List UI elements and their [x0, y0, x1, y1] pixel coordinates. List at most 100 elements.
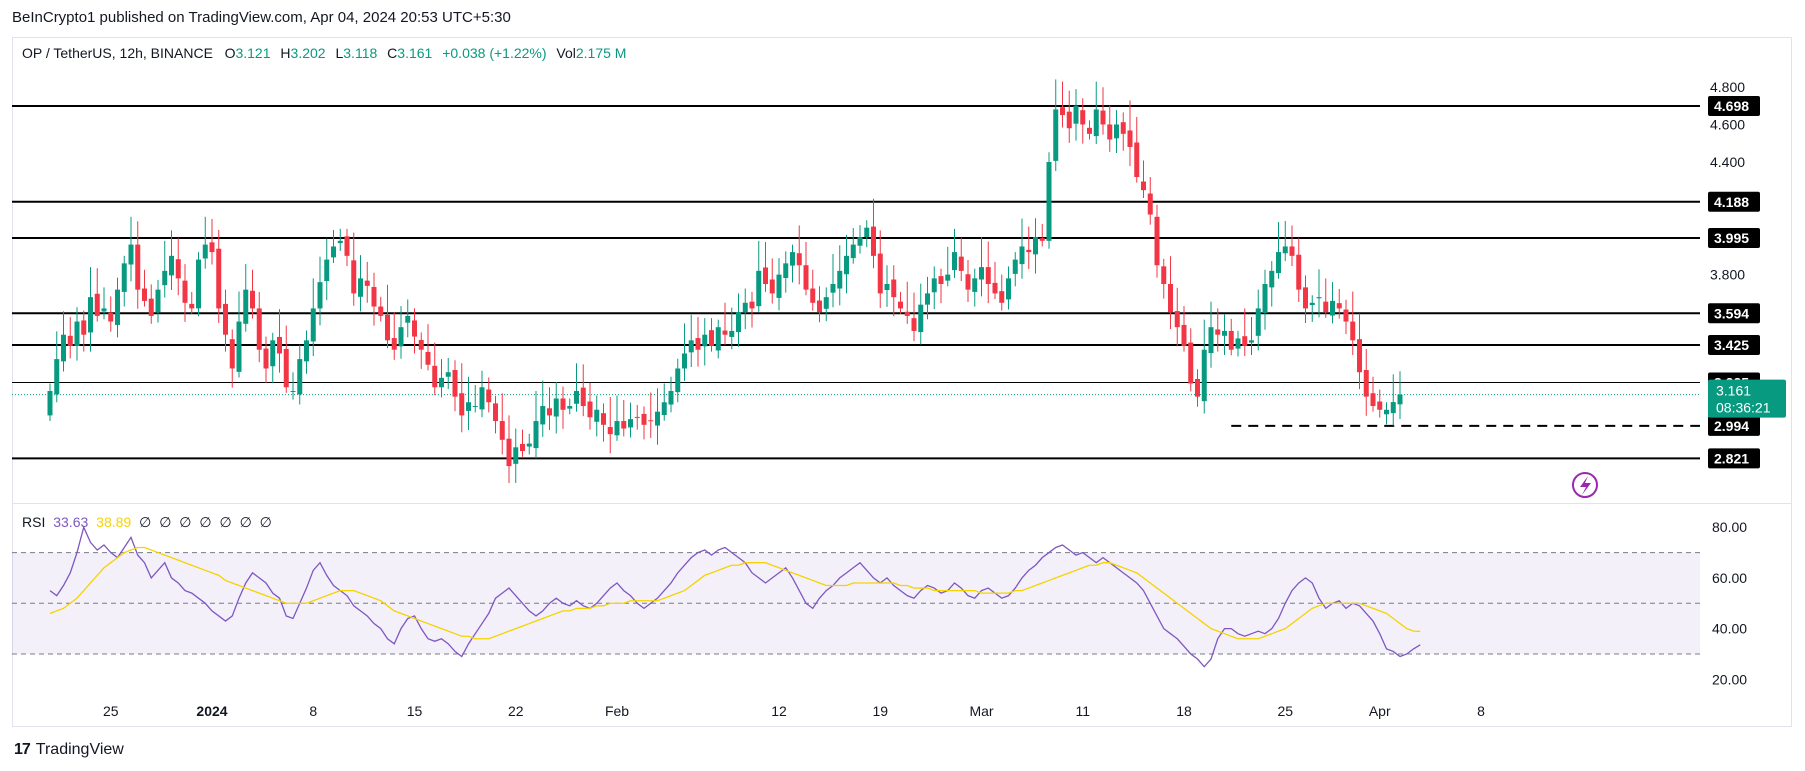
candle-body: [1195, 378, 1200, 397]
candle-body: [952, 252, 957, 271]
candle-body: [790, 252, 795, 266]
candle-body: [1330, 300, 1335, 316]
candle-body: [1147, 193, 1153, 215]
rsi-empty-value: ∅: [139, 514, 152, 530]
candle-body: [1289, 246, 1295, 256]
candle-body: [169, 255, 174, 276]
rsi-axis-label: 40.00: [1712, 621, 1747, 637]
candle-body: [634, 416, 640, 418]
candle-body: [567, 406, 573, 409]
candle-body: [628, 419, 633, 428]
candle-body: [661, 402, 667, 416]
candle-body: [1276, 252, 1281, 274]
high-value: 3.202: [290, 45, 326, 61]
candle-body: [729, 330, 735, 337]
candle-body: [1242, 336, 1248, 346]
level-badge-label: 3.594: [1714, 305, 1749, 321]
candle-body: [506, 438, 512, 467]
candle-body: [742, 302, 748, 313]
vol-value: 2.175 M: [575, 45, 627, 61]
candle-body: [1100, 110, 1106, 125]
footer-brand: TradingView: [35, 741, 124, 758]
candle-body: [1336, 303, 1342, 309]
symbol-name[interactable]: OP / TetherUS, 12h, BINANCE: [22, 45, 213, 61]
candle-body: [614, 421, 620, 436]
candle-body: [344, 236, 350, 256]
candle-body: [202, 244, 208, 259]
candle-body: [1215, 329, 1221, 335]
time-axis-label: 12: [771, 703, 787, 719]
candle-body: [844, 255, 849, 275]
level-badge: [1708, 228, 1760, 249]
level-badge-label: 3.995: [1714, 230, 1749, 246]
level-badge: [1708, 335, 1760, 356]
candle-body: [1390, 402, 1396, 414]
candle-body: [1249, 340, 1254, 343]
candle-body: [1039, 238, 1045, 241]
candle-body: [1053, 109, 1059, 161]
open-label: O: [224, 45, 236, 61]
level-badge-label: 3.425: [1714, 337, 1749, 353]
candle-body: [918, 304, 924, 333]
candle-body: [837, 270, 843, 289]
candle-body: [432, 365, 438, 388]
candle-body: [121, 263, 127, 292]
candle-body: [621, 421, 627, 429]
candle-body: [513, 447, 519, 464]
lightning-icon[interactable]: [1572, 472, 1598, 498]
symbol-legend: OP / TetherUS, 12h, BINANCE O3.121 H3.20…: [22, 45, 632, 61]
price-axis-label: 4.800: [1710, 79, 1745, 95]
footer: 17 TradingView: [14, 741, 124, 759]
level-badge: [1708, 415, 1760, 436]
low-label: L: [335, 45, 344, 61]
candle-body: [54, 359, 60, 395]
rsi-empty-value: ∅: [199, 514, 212, 530]
tradingview-logo-icon[interactable]: 17: [14, 741, 31, 758]
candle-body: [94, 293, 100, 316]
candle-body: [1309, 302, 1315, 306]
candle-body: [1350, 321, 1356, 341]
candle-body: [1174, 311, 1180, 328]
icon-layer: [1572, 472, 1598, 498]
candle-body: [209, 242, 215, 253]
candle-body: [243, 289, 249, 324]
candle-body: [1343, 309, 1349, 322]
candle-body: [1377, 401, 1383, 410]
open-value: 3.121: [235, 45, 271, 61]
rsi-name[interactable]: RSI: [22, 514, 46, 530]
candle-body: [1120, 122, 1126, 134]
candle-body: [1060, 107, 1065, 116]
candle-body: [945, 274, 951, 281]
candle-body: [1012, 259, 1018, 274]
candle-body: [1134, 142, 1140, 178]
level-layer: [12, 105, 1700, 460]
candle-body: [1066, 111, 1072, 129]
candle-body: [1235, 338, 1241, 349]
level-badge: [1708, 303, 1760, 324]
rsi-axis-label: 80.00: [1712, 519, 1747, 535]
candle-body: [1323, 301, 1329, 313]
countdown-label: 08:36:21: [1716, 400, 1771, 416]
candle-body: [216, 248, 222, 309]
candle-body: [74, 321, 80, 346]
candle-body: [378, 306, 384, 316]
change-value: +0.038 (+1.22%): [442, 45, 547, 61]
close-label: C: [387, 45, 398, 61]
candle-body: [736, 312, 741, 333]
candle-body: [560, 398, 566, 410]
candle-body: [857, 237, 863, 246]
candle-body: [1087, 127, 1092, 134]
level-badge: [1708, 96, 1760, 117]
candle-body: [283, 348, 289, 388]
candle-body: [810, 288, 816, 303]
candle-body: [1282, 246, 1288, 254]
candle-body: [459, 393, 465, 416]
candle-body: [904, 311, 910, 316]
candle-body: [304, 340, 309, 362]
candle-body: [391, 338, 397, 350]
candle-body: [331, 246, 336, 258]
candle-body: [574, 391, 579, 404]
candle-body: [1384, 409, 1389, 415]
candle-body: [452, 369, 458, 397]
